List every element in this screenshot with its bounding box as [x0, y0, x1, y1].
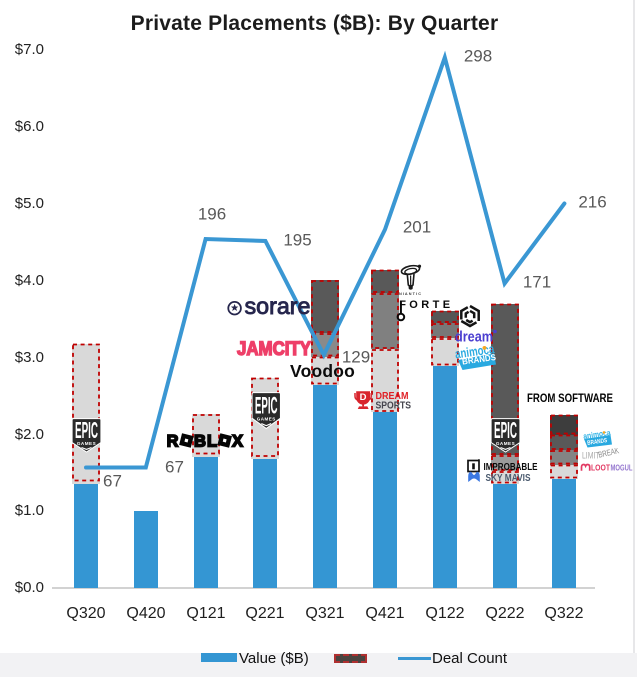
svg-text:L: L [207, 433, 217, 451]
svg-text:LOOT: LOOT [591, 463, 610, 472]
svg-text:sorare: sorare [244, 298, 310, 318]
svg-text:GAMES: GAMES [77, 440, 96, 445]
svg-text:EPIC: EPIC [494, 418, 517, 443]
svg-text:B: B [194, 433, 206, 451]
svg-text:EPIC: EPIC [254, 393, 277, 420]
svg-text:BREAK: BREAK [597, 448, 620, 460]
svg-text:IMPROBABLE: IMPROBABLE [484, 461, 538, 473]
svg-text:D: D [360, 392, 367, 403]
svg-text:SKY MAVIS: SKY MAVIS [486, 473, 531, 484]
svg-text:FROM SOFTWARE: FROM SOFTWARE [527, 393, 613, 405]
svg-text:GAMES: GAMES [495, 440, 514, 445]
svg-text:LIMIT: LIMIT [582, 451, 600, 461]
svg-text:animoca: animoca [583, 429, 612, 441]
svg-text:NIANTIC: NIANTIC [398, 291, 421, 295]
svg-text:MOGUL: MOGUL [610, 463, 632, 472]
svg-text:DREAM: DREAM [376, 391, 409, 402]
svg-text:dream: dream [455, 328, 493, 345]
svg-text:X: X [232, 433, 243, 451]
svg-text:R: R [167, 433, 179, 451]
svg-text:JAMCITY: JAMCITY [237, 339, 311, 359]
svg-text:BRANDS: BRANDS [461, 351, 496, 366]
svg-text:SPORTS: SPORTS [376, 401, 412, 411]
svg-text:GAMES: GAMES [256, 417, 275, 423]
svg-text:FORTE: FORTE [399, 299, 453, 311]
svg-text:EPIC: EPIC [75, 418, 98, 443]
svg-text:BRANDS: BRANDS [587, 437, 608, 447]
